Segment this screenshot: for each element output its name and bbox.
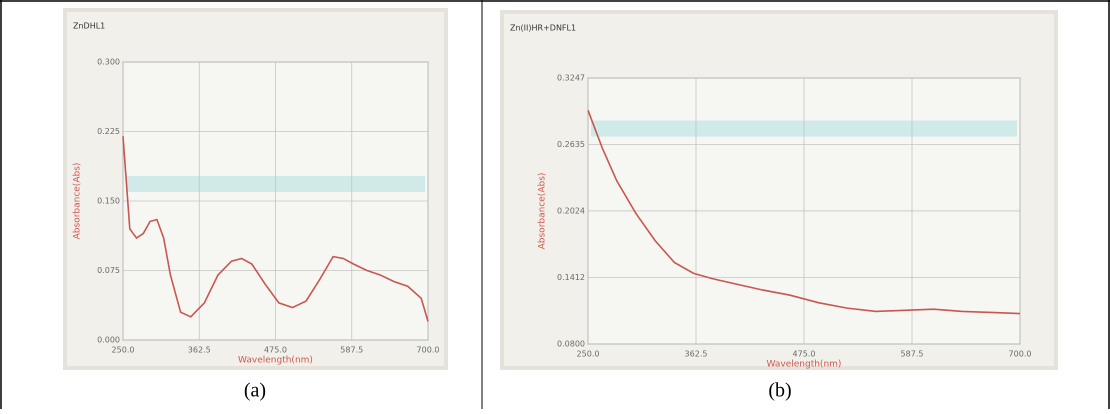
- y-tick-label: 0.2635: [557, 140, 585, 149]
- chart-title: ZnDHL1: [73, 22, 105, 31]
- chart-title: Zn(II)HR+DNFL1: [510, 24, 576, 33]
- x-tick-label: 700.0: [417, 346, 440, 355]
- x-tick-label: 362.5: [685, 350, 708, 359]
- y-axis-label: Absorbance(Abs): [538, 173, 548, 250]
- y-tick-label: 0.000: [97, 336, 120, 345]
- y-axis-label: Absorbance(Abs): [73, 163, 83, 240]
- y-tick-label: 0.2024: [557, 206, 585, 215]
- y-tick-label: 0.0800: [557, 340, 585, 349]
- figure: 0.000 0.075 0.150 0.225 0.300 250.0 362.5 475.0…: [0, 0, 1110, 409]
- y-tick-label: 0.3247: [557, 74, 585, 83]
- x-axis-label: Wavelength(nm): [767, 360, 842, 370]
- x-tick-label: 475.0: [264, 346, 287, 355]
- caption: (b): [768, 380, 791, 402]
- x-axis-label: Wavelength(nm): [238, 356, 313, 366]
- y-tick-label: 0.300: [97, 58, 120, 67]
- x-tick-label: 250.0: [577, 350, 600, 359]
- x-tick-label: 475.0: [793, 350, 816, 359]
- caption: (a): [244, 380, 266, 402]
- y-tick-label: 0.150: [97, 197, 120, 206]
- x-tick-label: 362.5: [188, 346, 211, 355]
- x-tick-label: 587.5: [340, 346, 363, 355]
- y-tick-label: 0.1412: [557, 273, 585, 282]
- x-tick-label: 250.0: [112, 346, 135, 355]
- y-tick-label: 0.075: [97, 266, 120, 275]
- x-tick-label: 700.0: [1009, 350, 1032, 359]
- x-tick-label: 587.5: [901, 350, 924, 359]
- y-tick-label: 0.225: [97, 127, 120, 136]
